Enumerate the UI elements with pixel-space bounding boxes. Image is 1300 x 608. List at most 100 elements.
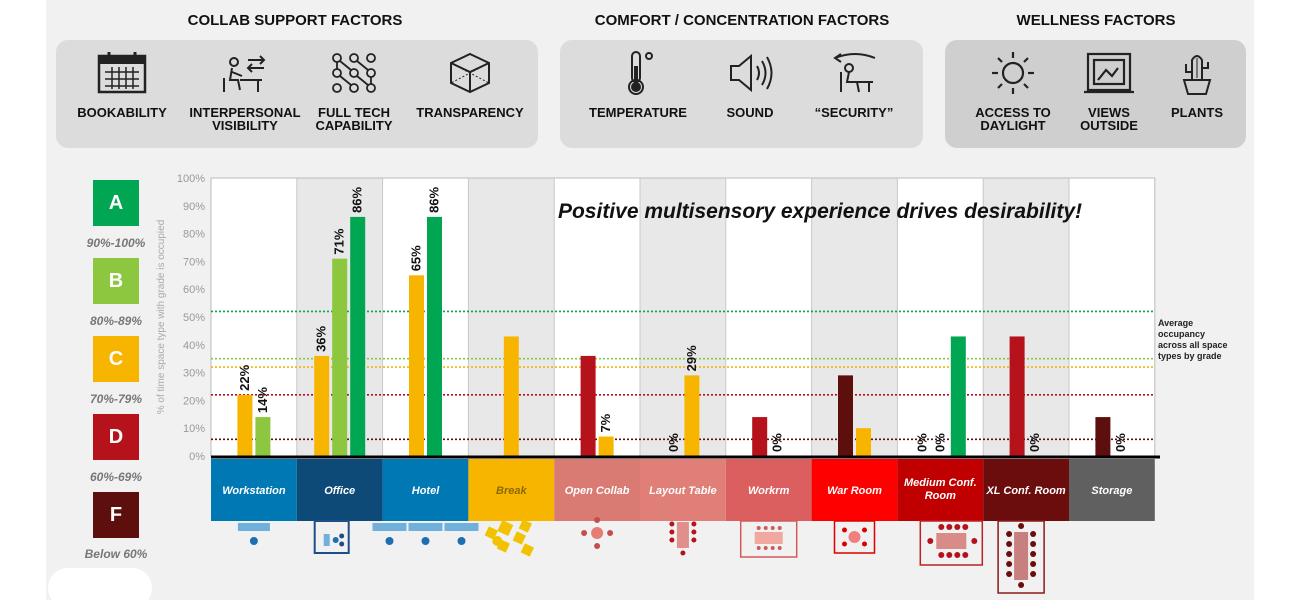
bar-value-label: 65% (409, 245, 424, 271)
cactus-plant-icon (1182, 55, 1212, 95)
bar-office-a (350, 216, 366, 456)
bar-war-room-f (838, 375, 853, 456)
calendar-icon (97, 52, 147, 94)
factor-label: “SECURITY” (814, 105, 894, 120)
xl-conf-chair-icon (1006, 561, 1013, 567)
y-tick-label: 60% (183, 284, 205, 296)
workroom-table-icon (754, 532, 783, 544)
xl-conf-chair-icon (1006, 571, 1013, 577)
layout-table-chair-icon (669, 529, 675, 535)
break-seat-icon (484, 526, 498, 540)
chart-title: Positive multisensory experience drives … (558, 200, 1082, 223)
layout-table-chair-icon (691, 529, 697, 535)
bar-hotel-a (427, 216, 442, 456)
bar-hotel-c (409, 275, 424, 456)
grade-f-box: F (93, 492, 139, 538)
y-tick-label: 70% (183, 256, 205, 268)
bar-value-label: 86% (350, 186, 365, 212)
factor-interpersonal-visibility: INTERPERSONAL VISIBILITY (185, 50, 305, 132)
break-seat-icon (518, 519, 532, 533)
xl-conf-chair-icon (1006, 551, 1013, 557)
bar-value-label: 0% (932, 433, 947, 452)
open-collab-chair-icon (581, 530, 588, 536)
person-at-desk-icon (223, 55, 266, 92)
category-label: Open Collab (565, 485, 630, 497)
layout-table-chair-icon (669, 537, 675, 543)
column-shading (983, 178, 1069, 456)
medium-conf-chair-icon (927, 538, 934, 544)
bar-open-collab-c (598, 436, 614, 456)
factor-label-2: CAPABILITY (315, 118, 393, 133)
category-tile (296, 459, 383, 521)
workroom-chair-icon (756, 526, 761, 530)
comfort-header: COMFORT / CONCENTRATION FACTORS (594, 12, 890, 29)
xl-conf-chair-icon (1006, 531, 1013, 537)
y-tick-label: 50% (183, 312, 205, 324)
xl-conf-chair-icon (1030, 561, 1037, 567)
grade-b-range: 80%-89% (89, 314, 143, 328)
y-tick-label: 100% (177, 173, 205, 185)
factor-label: ACCESS TO (975, 105, 1051, 120)
cube-icon (450, 52, 490, 94)
medium-conf-table-icon (936, 533, 967, 549)
factor-label: TEMPERATURE (589, 105, 687, 120)
bar-value-label: 29% (684, 345, 699, 371)
office-room-icon (313, 520, 350, 554)
hotel-chair-icon (457, 537, 466, 545)
workroom-chair-icon (770, 526, 775, 530)
sun-icon (992, 52, 1034, 94)
xl-conf-room-icon (997, 520, 1045, 594)
bar-value-label: 0% (1027, 433, 1042, 452)
open-collab-chair-icon (594, 543, 601, 549)
war-room-room-icon (833, 520, 876, 554)
office-desk-icon (323, 534, 330, 546)
layout-table-chair-icon (691, 537, 697, 543)
war-room-chair-icon (842, 541, 847, 547)
reference-note: Average (1158, 318, 1193, 328)
break-table-icon (492, 536, 503, 546)
xl-conf-chair-icon (1030, 551, 1037, 557)
bar-value-label: 22% (237, 364, 252, 390)
bar-value-label: 0% (666, 433, 681, 452)
y-tick-label: 90% (183, 201, 205, 213)
layout-table-chair-icon (669, 521, 675, 527)
collab-header: COLLAB SUPPORT FACTORS (187, 12, 403, 29)
workstation-chair-icon (249, 537, 258, 545)
factor-label: PLANTS (1171, 105, 1223, 120)
bar-value-label: 36% (314, 325, 329, 351)
grade-b-box: B (93, 258, 139, 304)
category-tile (983, 459, 1069, 521)
column-shading (640, 178, 726, 456)
speaker-icon (730, 53, 773, 93)
category-label: Workstation (222, 485, 286, 497)
medium-conf-room-icon (919, 520, 984, 566)
medium-conf-chair-icon (938, 524, 945, 530)
y-axis-label: % of time space type with grade is occup… (156, 220, 167, 415)
category-tile (382, 459, 469, 521)
xl-conf-chair-icon (1030, 571, 1037, 577)
hotel-desk-icon (372, 523, 407, 531)
open-collab-chair-icon (607, 530, 614, 536)
office-guest-chair-icon (339, 541, 345, 547)
comfort-factors-panel (560, 40, 923, 148)
blank-corner (48, 568, 152, 608)
bar-workstation-b (255, 417, 271, 456)
hotel-desk-icon (444, 523, 479, 531)
y-tick-label: 10% (183, 423, 205, 435)
break-seat-icon (497, 520, 514, 536)
factor-label: BOOKABILITY (77, 105, 167, 120)
grade-a-range: 90%-100% (86, 236, 146, 250)
office-chair-icon (332, 537, 339, 543)
bar-war-room-c (856, 428, 871, 456)
y-tick-label: 20% (183, 395, 205, 407)
y-tick-label: 80% (183, 229, 205, 241)
workroom-chair-icon (763, 526, 768, 530)
bar-office-c (314, 355, 330, 456)
factor-temperature: TEMPERATURE (578, 50, 698, 119)
factor-label-2: DAYLIGHT (980, 118, 1046, 133)
column-shading (811, 178, 898, 456)
category-label: Office (324, 485, 355, 497)
category-label: Medium Conf. (904, 477, 977, 489)
privacy-chair-icon (833, 53, 876, 93)
bar-medium-conf-room-a (950, 336, 966, 456)
